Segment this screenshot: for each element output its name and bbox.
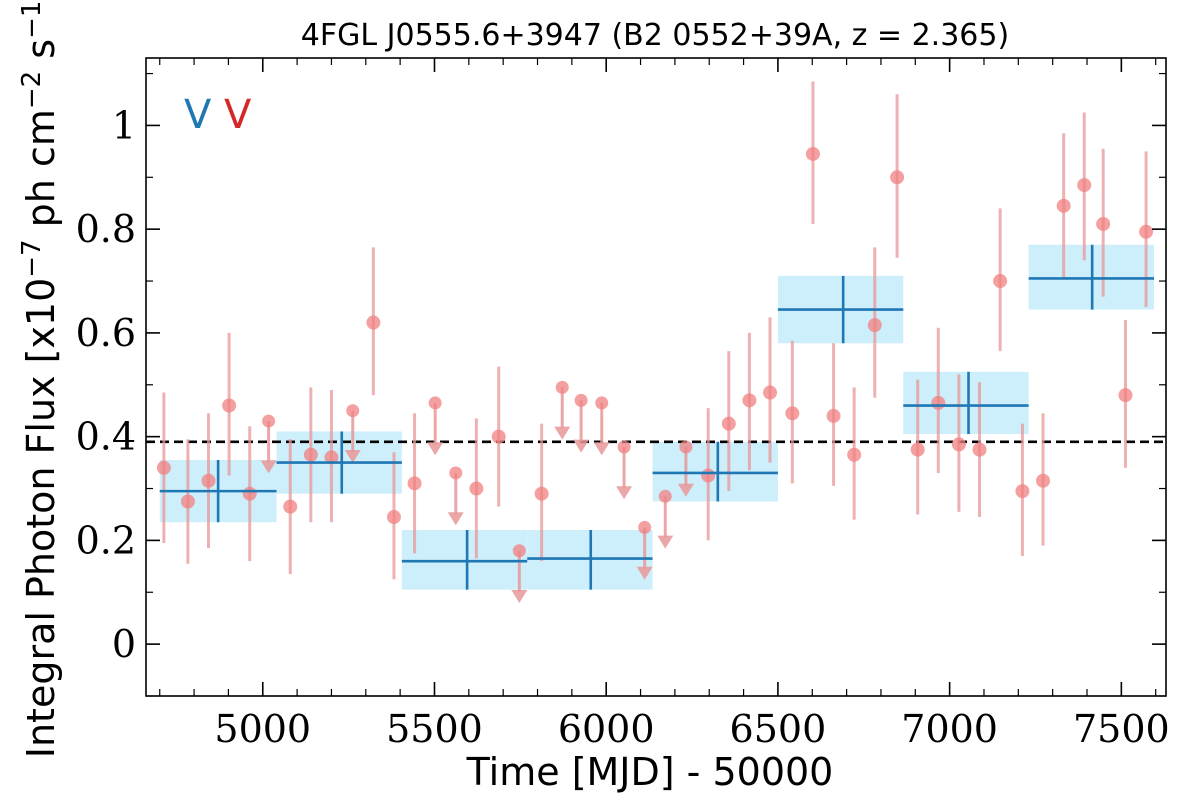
upper-limit-arrow	[677, 483, 694, 497]
flux-point	[180, 494, 195, 509]
flux-point	[1077, 178, 1092, 193]
upper-limit-point	[679, 440, 693, 454]
upper-limit-arrow	[657, 535, 674, 549]
y-label-superscript: −7	[17, 239, 47, 277]
legend-label-blue: V	[184, 92, 212, 138]
flux-point	[1036, 473, 1051, 488]
flux-point	[826, 408, 841, 423]
flux-point	[534, 486, 549, 501]
upper-limit-arrow	[260, 460, 277, 474]
flux-point	[1096, 216, 1111, 231]
flux-point	[242, 486, 257, 501]
flux-point	[201, 473, 216, 488]
x-tick-label: 5000	[214, 707, 311, 751]
flux-point	[910, 442, 925, 457]
x-tick-label: 7000	[901, 707, 998, 751]
flux-point	[283, 499, 298, 514]
y-axis-label: Integral Photon Flux [x10−7 ph cm−2 s−1]	[17, 0, 63, 758]
upper-limit-arrow	[427, 442, 444, 456]
flux-point	[972, 442, 987, 457]
upper-limit-point	[346, 404, 360, 418]
bin-uncertainty-box	[903, 371, 1029, 435]
flux-point	[931, 395, 946, 410]
x-tick-label: 6500	[730, 707, 827, 751]
plot-frame	[145, 57, 1167, 697]
y-label-text: s	[19, 39, 63, 71]
y-tick-label: 0.4	[76, 415, 136, 459]
flux-point	[1015, 484, 1030, 499]
y-label-superscript: −2	[17, 71, 47, 109]
upper-limit-arrow	[511, 590, 528, 604]
flux-point	[303, 447, 318, 462]
flux-point	[469, 481, 484, 496]
flux-point	[324, 450, 339, 465]
flux-point	[847, 447, 862, 462]
upper-limit-point	[595, 396, 609, 410]
y-tick-label: 0.2	[76, 518, 136, 562]
x-tick-label: 6000	[558, 707, 655, 751]
flux-point	[366, 315, 381, 330]
flux-point	[805, 146, 820, 161]
upper-limit-arrow	[573, 439, 590, 453]
x-tick-label: 7500	[1073, 707, 1170, 751]
y-label-text: Integral Photon Flux [x10	[19, 278, 63, 759]
upper-limit-point	[574, 393, 588, 407]
y-tick-label: 0	[112, 622, 136, 666]
upper-limit-arrow	[447, 512, 464, 526]
upper-limit-point	[428, 396, 442, 410]
flux-point	[1118, 388, 1133, 403]
x-tick-label: 5500	[386, 707, 483, 751]
upper-limit-point	[449, 466, 463, 480]
legend-label-red: V	[224, 92, 252, 138]
flux-point	[156, 460, 171, 475]
upper-limit-arrow	[616, 486, 633, 500]
y-label-text: ph cm	[19, 109, 63, 239]
upper-limit-arrow	[554, 426, 571, 440]
flux-point	[951, 437, 966, 452]
flux-point	[763, 385, 778, 400]
flux-point	[721, 416, 736, 431]
upper-limit-arrow	[593, 442, 610, 456]
legend: V V	[184, 92, 252, 138]
upper-limit-point	[555, 380, 569, 394]
flux-point	[386, 510, 401, 525]
flux-point	[867, 318, 882, 333]
flux-point	[785, 406, 800, 421]
upper-limit-arrow	[344, 449, 361, 463]
flux-point	[890, 170, 905, 185]
y-label-text: ]	[19, 0, 63, 1]
flux-point	[222, 398, 237, 413]
upper-limit-point	[617, 440, 631, 454]
upper-limit-point	[638, 520, 652, 534]
flux-point	[1056, 198, 1071, 213]
y-tick-label: 0.6	[76, 311, 136, 355]
upper-limit-point	[658, 489, 672, 503]
flux-point	[742, 393, 757, 408]
upper-limit-point	[262, 414, 276, 428]
flux-point	[701, 468, 716, 483]
y-tick-label: 1	[112, 103, 136, 147]
upper-limit-arrow	[636, 566, 653, 580]
y-label-superscript: −1	[17, 1, 47, 39]
plot-area	[146, 81, 1166, 604]
x-axis-label: Time [MJD] - 50000	[466, 750, 834, 794]
upper-limit-point	[512, 544, 526, 558]
y-tick-label: 0.8	[76, 207, 136, 251]
chart-title: 4FGL J0555.6+3947 (B2 0552+39A, z = 2.36…	[301, 18, 1009, 53]
flux-point	[407, 476, 422, 491]
flux-point	[1139, 224, 1154, 239]
flux-point	[491, 429, 506, 444]
axis-ticks: 5000 5500 6000 6500 7000 7500 0 0.2 0.4 0.6 0.8 1	[76, 58, 1170, 751]
flux-point	[993, 274, 1008, 289]
